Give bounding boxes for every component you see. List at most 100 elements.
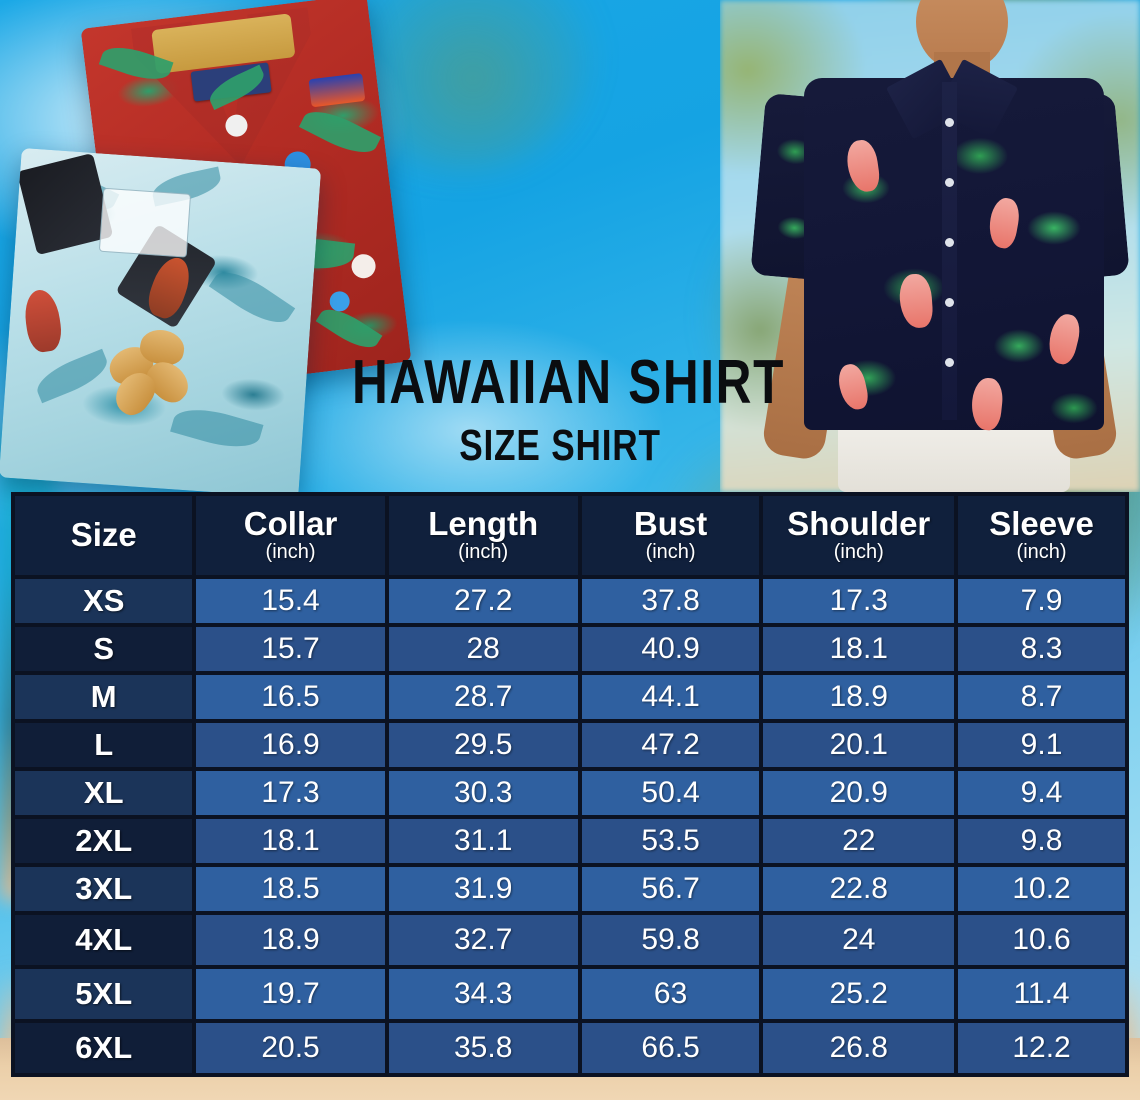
shirt-button	[945, 358, 954, 367]
table-row: 4XL 18.9 32.7 59.8 24 10.6	[13, 913, 1127, 967]
size-label-cell: 2XL	[13, 817, 195, 865]
measurement-cell-length: 31.1	[386, 817, 580, 865]
measurement-cell-shoulder: 22	[761, 817, 957, 865]
flamingo-motif	[969, 376, 1005, 432]
size-label-cell: S	[13, 625, 195, 673]
flamingo-motif	[844, 138, 882, 194]
column-header-label: Bust	[633, 504, 708, 542]
measurement-cell-collar: 16.9	[194, 721, 387, 769]
shirt-button	[945, 178, 954, 187]
page-subtitle: SIZE SHIRT	[459, 421, 661, 470]
table-body: XS 15.4 27.2 37.8 17.3 7.9 S 15.7 28 40.9 18.1 8.3 M…	[13, 577, 1127, 1075]
table-row: S 15.7 28 40.9 18.1 8.3	[13, 625, 1127, 673]
measurement-cell-length: 28	[386, 625, 580, 673]
measurement-cell-bust: 53.5	[579, 817, 762, 865]
measurement-cell-sleeve: 8.3	[956, 625, 1127, 673]
table-row: 3XL 18.5 31.9 56.7 22.8 10.2	[13, 865, 1127, 913]
hibiscus-motif	[100, 322, 198, 422]
parrot-motif	[21, 287, 65, 354]
size-label-cell: 4XL	[13, 913, 195, 967]
column-header-shoulder: Shoulder (inch)	[761, 494, 957, 577]
measurement-cell-shoulder: 17.3	[761, 577, 957, 625]
shirt-placket	[942, 82, 957, 420]
table-row: L 16.9 29.5 47.2 20.1 9.1	[13, 721, 1127, 769]
measurement-cell-shoulder: 25.2	[761, 967, 957, 1021]
measurement-cell-length: 32.7	[386, 913, 580, 967]
measurement-cell-sleeve: 9.4	[956, 769, 1127, 817]
measurement-cell-length: 29.5	[386, 721, 580, 769]
table-header-row: Size Collar (inch) Length (inch) Bust (i…	[13, 494, 1127, 577]
table-row: 2XL 18.1 31.1 53.5 22 9.8	[13, 817, 1127, 865]
measurement-cell-collar: 17.3	[194, 769, 387, 817]
size-label-cell: XS	[13, 577, 195, 625]
measurement-cell-sleeve: 11.4	[956, 967, 1127, 1021]
shirt-button	[945, 238, 954, 247]
title-block: HAWAIIAN SHIRT SIZE SHIRT	[300, 352, 820, 468]
measurement-cell-bust: 44.1	[579, 673, 762, 721]
table-row: M 16.5 28.7 44.1 18.9 8.7	[13, 673, 1127, 721]
measurement-cell-sleeve: 9.1	[956, 721, 1127, 769]
measurement-cell-collar: 18.5	[194, 865, 387, 913]
column-header-label: Length	[428, 504, 539, 542]
measurement-cell-length: 34.3	[386, 967, 580, 1021]
measurement-cell-bust: 59.8	[579, 913, 762, 967]
size-label-cell: 5XL	[13, 967, 195, 1021]
size-label-cell: 3XL	[13, 865, 195, 913]
measurement-cell-shoulder: 26.8	[761, 1021, 957, 1075]
measurement-cell-bust: 63	[579, 967, 762, 1021]
measurement-cell-shoulder: 22.8	[761, 865, 957, 913]
column-header-sleeve: Sleeve (inch)	[956, 494, 1127, 577]
measurement-cell-bust: 37.8	[579, 577, 762, 625]
model-photo	[720, 0, 1140, 492]
measurement-cell-sleeve: 9.8	[956, 817, 1127, 865]
column-header-label: Shoulder	[787, 504, 931, 542]
column-header-collar: Collar (inch)	[194, 494, 387, 577]
measurement-cell-shoulder: 18.1	[761, 625, 957, 673]
measurement-cell-sleeve: 10.6	[956, 913, 1127, 967]
column-header-label: Sleeve	[989, 504, 1094, 542]
shirt-button	[945, 298, 954, 307]
measurement-cell-bust: 56.7	[579, 865, 762, 913]
flamingo-motif	[985, 195, 1023, 251]
measurement-cell-collar: 15.7	[194, 625, 387, 673]
shirt-hang-tag	[308, 72, 366, 108]
measurement-cell-length: 35.8	[386, 1021, 580, 1075]
flamingo-motif	[835, 361, 871, 413]
measurement-cell-collar: 18.1	[194, 817, 387, 865]
page-title: HAWAIIAN SHIRT	[352, 348, 785, 417]
flamingo-motif	[1044, 311, 1084, 367]
table-row: XS 15.4 27.2 37.8 17.3 7.9	[13, 577, 1127, 625]
measurement-cell-length: 27.2	[386, 577, 580, 625]
measurement-cell-sleeve: 7.9	[956, 577, 1127, 625]
measurement-cell-length: 31.9	[386, 865, 580, 913]
measurement-cell-sleeve: 10.2	[956, 865, 1127, 913]
table-header: Size Collar (inch) Length (inch) Bust (i…	[13, 494, 1127, 577]
blue-hawaiian-shirt-image	[0, 147, 322, 499]
column-header-unit: (inch)	[458, 541, 509, 564]
size-label-cell: 6XL	[13, 1021, 195, 1075]
measurement-cell-sleeve: 12.2	[956, 1021, 1127, 1075]
measurement-cell-shoulder: 18.9	[761, 673, 957, 721]
measurement-cell-collar: 18.9	[194, 913, 387, 967]
table-row: XL 17.3 30.3 50.4 20.9 9.4	[13, 769, 1127, 817]
measurement-cell-shoulder: 20.1	[761, 721, 957, 769]
size-label-cell: M	[13, 673, 195, 721]
column-header-size: Size	[13, 494, 195, 577]
measurement-cell-shoulder: 20.9	[761, 769, 957, 817]
column-header-label: Size	[70, 516, 137, 554]
size-label-cell: XL	[13, 769, 195, 817]
measurement-cell-length: 30.3	[386, 769, 580, 817]
measurement-cell-length: 28.7	[386, 673, 580, 721]
table-row: 5XL 19.7 34.3 63 25.2 11.4	[13, 967, 1127, 1021]
measurement-cell-collar: 16.5	[194, 673, 387, 721]
size-chart-table: Size Collar (inch) Length (inch) Bust (i…	[13, 494, 1127, 1075]
flamingo-motif	[898, 272, 934, 330]
measurement-cell-bust: 40.9	[579, 625, 762, 673]
shirt-button	[945, 118, 954, 127]
column-header-unit: (inch)	[1016, 541, 1067, 564]
measurement-cell-bust: 47.2	[579, 721, 762, 769]
measurement-cell-collar: 15.4	[194, 577, 387, 625]
column-header-label: Collar	[243, 504, 338, 542]
measurement-cell-bust: 66.5	[579, 1021, 762, 1075]
measurement-cell-sleeve: 8.7	[956, 673, 1127, 721]
